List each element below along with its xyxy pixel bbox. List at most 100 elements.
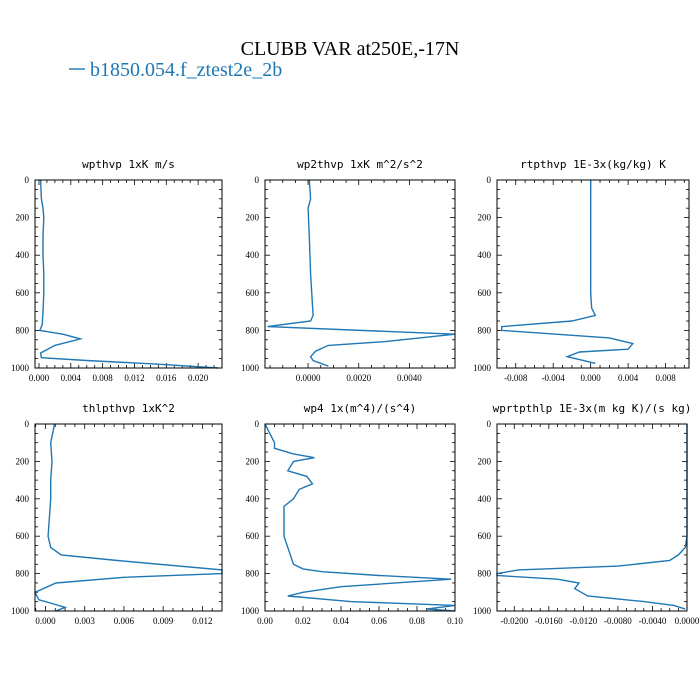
y-axis: 0 200 400 600 800 1000 xyxy=(473,175,689,373)
x-tick-label: 0.006 xyxy=(114,616,135,626)
y-tick-label: 0 xyxy=(25,175,30,185)
x-axis: 0.000 0.004 0.008 0.012 0.016 0.020 xyxy=(29,180,223,383)
panel-title: wpthvp 1xK m/s xyxy=(82,158,175,171)
x-tick-label: 0.08 xyxy=(409,616,425,626)
series-line xyxy=(38,179,219,369)
x-tick-label: 0.000 xyxy=(581,373,602,383)
y-tick-label: 400 xyxy=(16,494,30,504)
y-axis: 0 200 400 600 800 1000 xyxy=(241,175,455,373)
plot-frame xyxy=(264,179,456,369)
series-line xyxy=(267,179,456,367)
legend-label: b1850.054.f_ztest2e_2b xyxy=(90,59,282,81)
y-tick-label: 600 xyxy=(246,288,260,298)
y-tick-label: 800 xyxy=(246,569,260,579)
x-tick-label: 0.0000 xyxy=(675,616,700,626)
figure-title: CLUBB VAR at250E,-17N xyxy=(241,38,460,60)
y-tick-label: 600 xyxy=(246,531,260,541)
x-tick-label: 0.009 xyxy=(153,616,174,626)
x-tick-label: 0.008 xyxy=(655,373,676,383)
y-tick-label: 800 xyxy=(246,325,260,335)
x-tick-label: 0.016 xyxy=(156,373,177,383)
x-tick-label: -0.0040 xyxy=(639,616,667,626)
x-tick-label: 0.004 xyxy=(61,373,82,383)
series-line xyxy=(496,424,688,610)
y-tick-label: 0 xyxy=(487,419,492,429)
y-tick-label: 1000 xyxy=(11,363,30,373)
y-tick-label: 400 xyxy=(478,250,492,260)
panel-title: wp2thvp 1xK m^2/s^2 xyxy=(297,158,423,171)
series-line xyxy=(34,423,223,612)
plot-frame xyxy=(496,423,688,612)
x-tick-label: 0.003 xyxy=(75,616,96,626)
y-tick-label: 200 xyxy=(246,213,260,223)
panel-title: wp4 1x(m^4)/(s^4) xyxy=(304,402,417,415)
x-tick-label: -0.0080 xyxy=(604,616,632,626)
plot-frame xyxy=(34,179,223,369)
x-tick-label: 0.0000 xyxy=(296,373,321,383)
y-tick-label: 1000 xyxy=(241,606,260,616)
y-axis: 0 200 400 600 800 1000 xyxy=(473,419,687,616)
x-tick-label: -0.0120 xyxy=(569,616,597,626)
series-line xyxy=(501,180,635,364)
x-axis: 0.00 0.02 0.04 0.06 0.08 0.10 xyxy=(257,424,463,626)
x-tick-label: 0.020 xyxy=(188,373,209,383)
panel-title: thlpthvp 1xK^2 xyxy=(82,402,175,415)
x-tick-label: 0.00 xyxy=(257,616,273,626)
x-tick-label: -0.0160 xyxy=(535,616,563,626)
y-tick-label: 0 xyxy=(25,419,30,429)
y-tick-label: 1000 xyxy=(11,606,30,616)
y-axis: 0 200 400 600 800 1000 xyxy=(11,419,222,616)
x-tick-label: 0.04 xyxy=(333,616,349,626)
y-tick-label: 600 xyxy=(16,531,30,541)
y-tick-label: 600 xyxy=(16,288,30,298)
y-tick-label: 200 xyxy=(16,213,30,223)
x-tick-label: 0.000 xyxy=(35,616,56,626)
panel-4: thlpthvp 1xK^2 0 200 400 600 800 1000 0.000 0.00… xyxy=(11,402,223,626)
panel-3: rtpthvp 1E-3x(kg/kg) K02004006008001000-… xyxy=(473,158,690,383)
plot-frame xyxy=(34,423,223,612)
x-tick-label: -0.004 xyxy=(542,373,566,383)
x-tick-label: 0.06 xyxy=(371,616,387,626)
y-tick-label: 200 xyxy=(478,213,492,223)
x-axis: 0.000 0.003 0.006 0.009 0.012 xyxy=(35,424,223,626)
x-tick-label: -0.008 xyxy=(504,373,528,383)
x-axis: -0.008 -0.004 0.000 0.004 0.008 xyxy=(496,180,685,383)
panel-title: rtpthvp 1E-3x(kg/kg) K xyxy=(520,158,666,171)
y-tick-label: 0 xyxy=(255,419,260,429)
y-tick-label: 0 xyxy=(487,175,492,185)
y-tick-label: 1000 xyxy=(473,606,492,616)
x-tick-label: 0.000 xyxy=(29,373,50,383)
y-tick-label: 800 xyxy=(16,325,30,335)
x-tick-label: 0.0040 xyxy=(397,373,422,383)
y-tick-label: 200 xyxy=(478,456,492,466)
x-tick-label: 0.012 xyxy=(124,373,144,383)
y-tick-label: 400 xyxy=(16,250,30,260)
y-tick-label: 0 xyxy=(255,175,260,185)
x-tick-label: 0.10 xyxy=(447,616,463,626)
x-axis: 0.0000 0.0020 0.0040 xyxy=(269,180,448,383)
x-tick-label: 0.02 xyxy=(295,616,311,626)
y-tick-label: 800 xyxy=(16,569,30,579)
x-tick-label: -0.0200 xyxy=(500,616,528,626)
legend: b1850.054.f_ztest2e_2b xyxy=(69,59,282,81)
y-tick-label: 400 xyxy=(246,250,260,260)
y-tick-label: 1000 xyxy=(241,363,260,373)
series-line xyxy=(264,423,456,612)
y-tick-label: 200 xyxy=(246,456,260,466)
x-tick-label: 0.0020 xyxy=(346,373,371,383)
y-tick-label: 600 xyxy=(478,288,492,298)
y-tick-label: 800 xyxy=(478,325,492,335)
x-tick-label: 0.004 xyxy=(618,373,639,383)
panel-2: wp2thvp 1xK m^2/s^2 0 200 400 600 800 1000 0.00… xyxy=(241,158,456,383)
y-tick-label: 1000 xyxy=(473,363,492,373)
plot-frame xyxy=(496,179,690,369)
plot-frame xyxy=(264,423,456,612)
y-tick-label: 800 xyxy=(478,569,492,579)
y-tick-label: 200 xyxy=(16,456,30,466)
y-tick-label: 400 xyxy=(246,494,260,504)
x-tick-label: 0.008 xyxy=(93,373,114,383)
y-tick-label: 400 xyxy=(478,494,492,504)
